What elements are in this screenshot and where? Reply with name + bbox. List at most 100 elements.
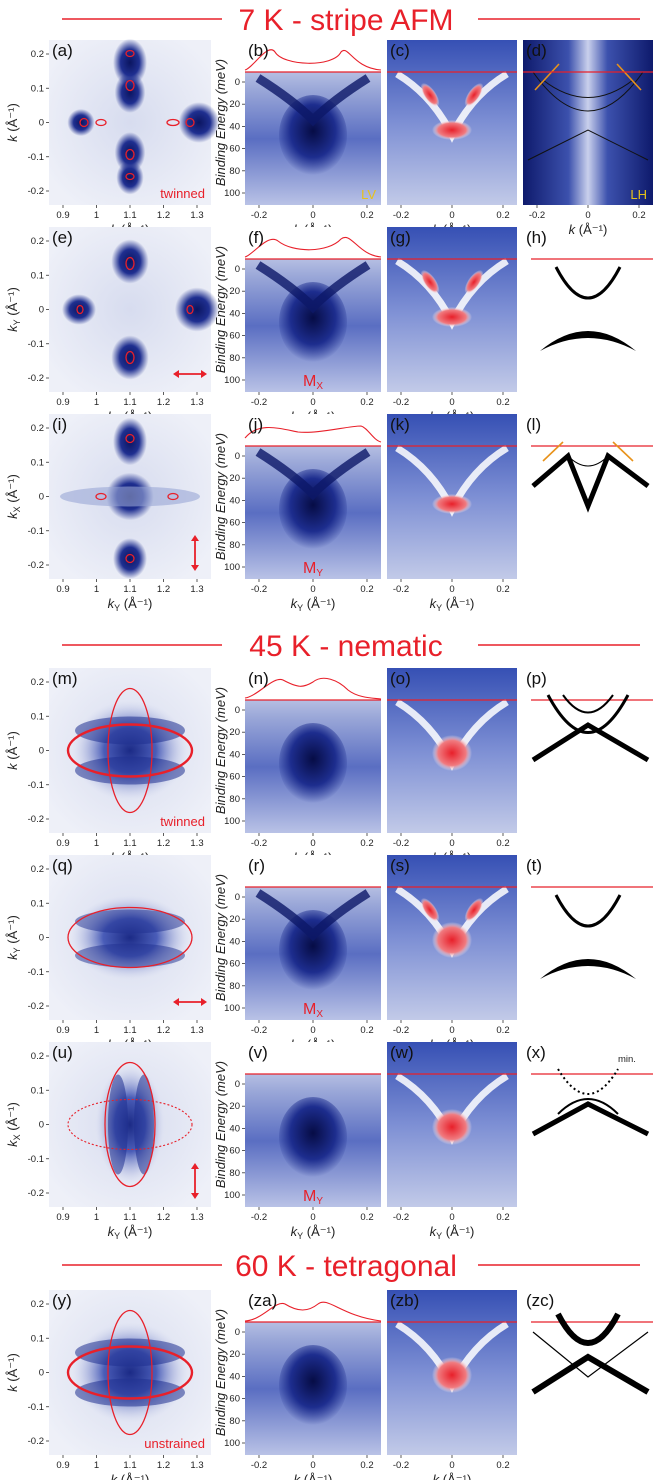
spectrum-core xyxy=(279,1345,347,1425)
panel-grid: twinned (a) 0.2 0.1 0 -0.1 -0.2 0.9 1 1.1 1.2 1.3 k … xyxy=(5,38,653,1480)
energy-tick-label: 40 xyxy=(229,1123,240,1134)
fs-pocket xyxy=(113,538,147,579)
panel-label: (m) xyxy=(52,669,77,688)
energy-tick-label: 100 xyxy=(224,1438,240,1449)
panel-label: (w) xyxy=(390,1043,414,1062)
fs-pocket xyxy=(111,239,149,284)
energy-tick-label: 80 xyxy=(229,1168,240,1179)
electron-band xyxy=(546,694,630,734)
fs-ytick-label: -0.1 xyxy=(28,526,44,537)
panel-label: (l) xyxy=(526,415,541,434)
cut-xtick-label: 0.2 xyxy=(496,1212,509,1223)
k-axis-label: kY (Å⁻¹) xyxy=(291,1224,336,1241)
fs-band xyxy=(75,1338,185,1367)
cut-xtick-label: 0 xyxy=(449,584,454,595)
fs-xtick-label: 1.3 xyxy=(190,1460,203,1471)
schematic-panel: (h) xyxy=(526,228,653,351)
derivative-intensity xyxy=(420,898,440,922)
k-axis-label: kY (Å⁻¹) xyxy=(291,596,336,613)
fs-xtick-label: 1.1 xyxy=(123,397,136,408)
cut-xtick-label: 0 xyxy=(449,397,454,408)
cut-xtick-label: -0.2 xyxy=(393,838,409,849)
fs-ytick-label: 0.2 xyxy=(31,49,44,60)
fs-pocket xyxy=(116,160,144,195)
panel-label: (t) xyxy=(526,856,542,875)
panel-label: (g) xyxy=(390,228,411,247)
fermi-surface-panel: (e)0.20.10-0.1-0.20.911.11.21.3kX (Å⁻¹)k… xyxy=(5,227,220,426)
fs-xtick-label: 0.9 xyxy=(56,838,69,849)
schematic-panel: min. (x) xyxy=(526,1043,653,1137)
cut-xtick-label: -0.2 xyxy=(251,397,267,408)
cut-xtick-label: 0.2 xyxy=(496,584,509,595)
fs-xtick-label: 1.3 xyxy=(190,584,203,595)
energy-tick-label: 100 xyxy=(224,1190,240,1201)
band-line xyxy=(532,71,644,112)
band-line xyxy=(527,129,649,161)
cut-xtick-label: 0.2 xyxy=(360,1212,373,1223)
panel-label: (e) xyxy=(52,228,73,247)
fs-contour xyxy=(76,304,84,315)
energy-axis-label: Binding Energy (meV) xyxy=(213,1309,228,1436)
fs-ytick-label: 0.2 xyxy=(31,423,44,434)
fs-xtick-label: 1 xyxy=(94,1025,99,1036)
row-3: twinned (m) 0.2 0.1 0 -0.1 -0.2 0.9 1 1.1 1.2 1.3 k … xyxy=(5,668,653,865)
fs-contour xyxy=(186,304,194,315)
cut-xtick-label: 0 xyxy=(449,838,454,849)
fs-band xyxy=(75,943,185,968)
energy-tick-label: 0 xyxy=(235,892,240,903)
panel-label: (y) xyxy=(52,1291,72,1310)
fs-pocket xyxy=(62,294,96,325)
energy-tick-label: 60 xyxy=(229,1146,240,1157)
fs-pocket xyxy=(111,335,149,380)
fermi-surface-panel: twinned (a) 0.2 0.1 0 -0.1 -0.2 0.9 1 1.1 1.2 1.3 k … xyxy=(5,38,220,237)
k-axis-label: kY (Å⁻¹) xyxy=(108,1224,153,1241)
spectrum-band xyxy=(255,74,371,127)
fs-ytick-label: 0 xyxy=(39,492,44,503)
fs-ytick-label: 0 xyxy=(39,1120,44,1131)
derivative-intensity xyxy=(432,735,472,771)
derivative-intensity xyxy=(464,83,484,107)
fs-ellipse-horizontal xyxy=(66,723,194,778)
energy-tick-label: 40 xyxy=(229,936,240,947)
edc-curve xyxy=(244,1301,382,1322)
edc-area xyxy=(245,1042,381,1074)
energy-tick-label: 80 xyxy=(229,981,240,992)
derivative-intensity xyxy=(432,307,472,327)
fs-xtick-label: 1 xyxy=(94,584,99,595)
fs-ytick-label: -0.1 xyxy=(28,967,44,978)
fs-xtick-label: 0.9 xyxy=(56,210,69,221)
panel-label: (x) xyxy=(526,1043,546,1062)
spectrum-core xyxy=(279,282,347,362)
energy-tick-label: 100 xyxy=(224,1003,240,1014)
fs-pocket xyxy=(178,102,220,143)
fs-pocket xyxy=(113,38,147,87)
energy-tick-label: 0 xyxy=(235,1079,240,1090)
fs-ytick-label: 0 xyxy=(39,1368,44,1379)
fs-contour xyxy=(125,172,135,181)
fs-ytick-label: 0 xyxy=(39,933,44,944)
edc-area xyxy=(245,40,381,72)
energy-tick-label: 80 xyxy=(229,166,240,177)
fs-ytick-label: 0.1 xyxy=(31,270,44,281)
k-axis-label: kY (Å⁻¹) xyxy=(108,596,153,613)
cut-xtick-label: 0.2 xyxy=(632,210,645,221)
hole-band xyxy=(540,331,636,351)
cut-xtick-label: -0.2 xyxy=(251,584,267,595)
fs-y-axis-label: kX (Å⁻¹) xyxy=(5,474,22,519)
energy-tick-label: 0 xyxy=(235,705,240,716)
cut-xtick-label: -0.2 xyxy=(529,210,545,221)
panel-label: (u) xyxy=(52,1043,73,1062)
derivative-intensity xyxy=(464,270,484,294)
fs-pocket xyxy=(113,417,147,466)
panel-label: (j) xyxy=(248,415,263,434)
panel-label: (a) xyxy=(52,41,73,60)
fs-ytick-label: 0.2 xyxy=(31,677,44,688)
energy-tick-label: 60 xyxy=(229,331,240,342)
derivative-intensity xyxy=(432,494,472,514)
panel-label: (b) xyxy=(248,41,269,60)
spectrum-core xyxy=(279,469,347,549)
hole-band xyxy=(540,959,636,979)
row-6: unstrained (y) 0.2 0.1 0 -0.1 -0.2 0.9 1 1.1 1.2 1.… xyxy=(5,1290,653,1480)
panel-label: (n) xyxy=(248,669,269,688)
energy-axis-label: Binding Energy (meV) xyxy=(213,246,228,373)
